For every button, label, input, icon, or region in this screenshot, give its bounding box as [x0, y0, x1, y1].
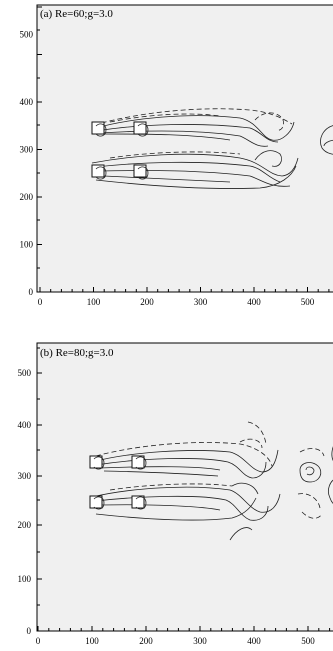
y-tick-label: 500: [18, 368, 32, 378]
y-tick-label: 300: [18, 471, 32, 481]
cylinder: [91, 121, 105, 135]
plot-area-a: [36, 4, 333, 293]
x-tick-label: 200: [140, 297, 154, 307]
y-tick-label: 300: [20, 145, 34, 155]
cylinder: [89, 455, 103, 469]
cylinder: [131, 455, 145, 469]
panel-b: (b) Re=80;g=3.0 0 100 200 300 400 500 0 …: [18, 342, 333, 646]
panel-label-b: (b) Re=80;g=3.0: [40, 347, 114, 359]
y-tick-label: 100: [18, 574, 32, 584]
y-tick-label: 200: [20, 192, 34, 202]
x-tick-label: 500: [301, 636, 315, 646]
y-tick-label: 500: [20, 30, 34, 40]
x-tick-label: 100: [85, 636, 99, 646]
y-axis-a: [37, 6, 42, 293]
y-tick-label: 400: [20, 97, 34, 107]
flow-contours-b: [89, 421, 333, 541]
panel-label-a: (a) Re=60;g=3.0: [40, 8, 113, 20]
cylinder: [133, 164, 147, 178]
x-tick-label: 400: [247, 297, 261, 307]
x-tick-label: 500: [301, 297, 315, 307]
y-tick-label: 0: [27, 626, 32, 636]
y-tick-labels-b: 0 100 200 300 400 500: [18, 368, 32, 636]
flow-contours-a: [91, 108, 333, 189]
y-tick-label: 100: [20, 240, 34, 250]
x-tick-label: 100: [87, 297, 101, 307]
x-tick-label: 300: [194, 297, 208, 307]
cylinder: [89, 495, 103, 509]
y-tick-label: 0: [29, 287, 34, 297]
x-tick-label: 200: [139, 636, 153, 646]
x-tick-label: 400: [247, 636, 261, 646]
x-axis-b: [37, 626, 331, 631]
y-tick-label: 400: [18, 420, 32, 430]
x-tick-label: 0: [38, 297, 43, 307]
x-tick-label: 0: [36, 636, 41, 646]
x-axis-a: [39, 287, 330, 292]
cylinder: [91, 164, 105, 178]
x-tick-label: 300: [193, 636, 207, 646]
cylinder: [133, 121, 147, 135]
x-tick-labels-a: 0 100 200 300 400 500: [38, 297, 315, 307]
y-tick-labels-a: 0 100 200 300 400 500: [20, 30, 34, 298]
panel-a: (a) Re=60;g=3.0 0 100 200 300 400 500 0 …: [20, 4, 333, 307]
cylinder: [131, 495, 145, 509]
y-tick-label: 200: [18, 520, 32, 530]
x-tick-labels-b: 0 100 200 300 400 500: [36, 636, 316, 646]
